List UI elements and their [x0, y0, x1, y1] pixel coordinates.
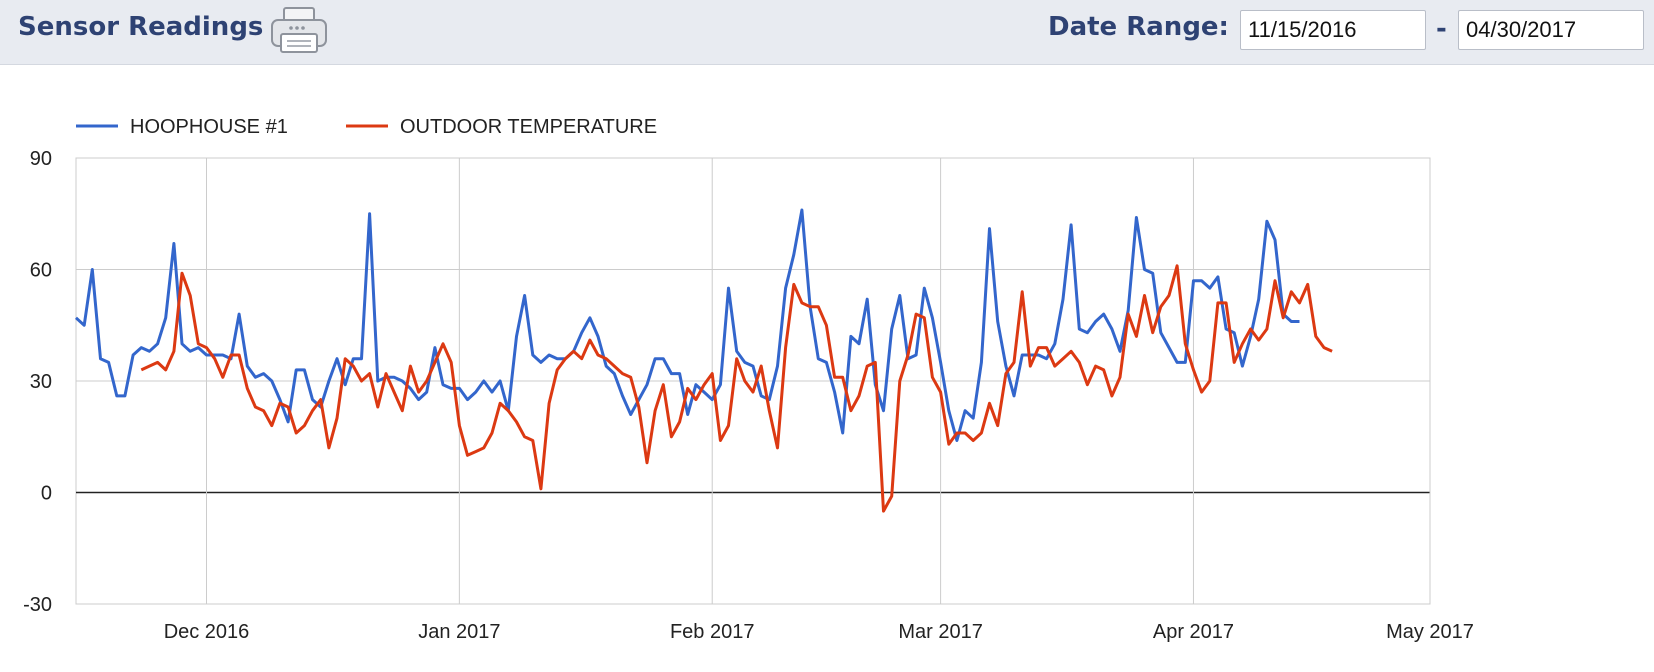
- start-date-input[interactable]: [1240, 10, 1426, 50]
- page-title: Sensor Readings: [18, 12, 264, 42]
- x-tick-label: Feb 2017: [670, 621, 755, 643]
- x-tick-label: Dec 2016: [164, 621, 250, 643]
- x-tick-label: Apr 2017: [1153, 621, 1234, 643]
- y-tick-label: 60: [30, 260, 52, 282]
- x-tick-label: Jan 2017: [418, 621, 500, 643]
- sensor-line-chart: -30 0 30 60 90 Dec 2016 Jan 2017 Feb 2017 Mar 20…: [23, 116, 1474, 643]
- series-line-hoophouse: [74, 208, 1300, 442]
- y-tick-label: 30: [30, 371, 52, 393]
- x-tick-label: Mar 2017: [898, 621, 983, 643]
- series-line-outdoor-temperature: [140, 264, 1333, 513]
- printer-icon: [271, 7, 327, 53]
- print-button[interactable]: [268, 4, 330, 58]
- date-range-label: Date Range:: [1048, 12, 1229, 42]
- header-bar: Sensor Readings Date Range: -: [0, 0, 1654, 65]
- legend-label: OUTDOOR TEMPERATURE: [400, 116, 657, 138]
- end-date-input[interactable]: [1458, 10, 1644, 50]
- y-tick-label: 90: [30, 148, 52, 170]
- y-tick-label: -30: [23, 594, 52, 616]
- date-range-separator: -: [1436, 14, 1447, 44]
- x-tick-label: May 2017: [1386, 621, 1474, 643]
- y-tick-label: 0: [41, 483, 52, 505]
- legend-label: HOOPHOUSE #1: [130, 116, 288, 138]
